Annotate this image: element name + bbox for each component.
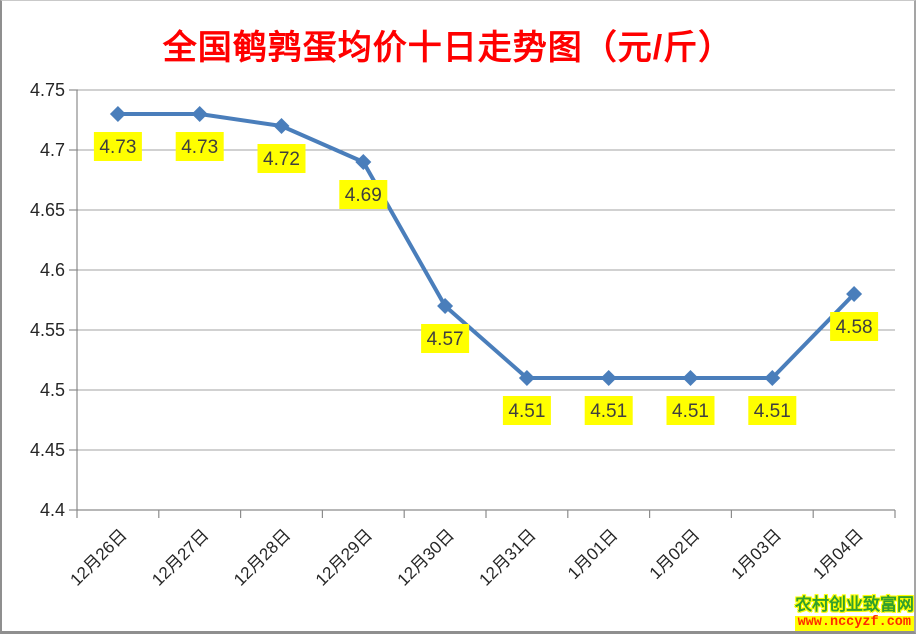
x-tick-label: 12月29日 xyxy=(312,525,376,589)
data-label: 4.51 xyxy=(508,401,545,422)
data-label-bg xyxy=(421,324,470,353)
data-point-marker xyxy=(273,118,290,134)
y-tick-label: 4.55 xyxy=(30,320,65,340)
x-tick-label: 1月01日 xyxy=(564,525,622,583)
price-line xyxy=(115,112,857,380)
data-label: 4.72 xyxy=(263,149,300,170)
data-point-marker xyxy=(518,370,535,386)
y-tick-label: 4.45 xyxy=(30,440,65,460)
data-point-marker xyxy=(600,370,617,386)
data-label-bg xyxy=(666,396,715,425)
data-point-marker xyxy=(109,106,126,122)
x-tick-label: 1月04日 xyxy=(809,525,867,583)
data-point-marker xyxy=(846,286,863,302)
x-tick-label: 12月28日 xyxy=(230,525,294,589)
data-label-bg xyxy=(339,180,388,209)
data-label-bg xyxy=(748,396,797,425)
data-label-bg xyxy=(502,396,551,425)
x-tick-label: 1月02日 xyxy=(646,525,704,583)
x-tick-label: 12月30日 xyxy=(394,525,458,589)
data-label: 4.73 xyxy=(181,137,218,158)
data-label-bg xyxy=(93,132,142,161)
x-tick-label: 12月26日 xyxy=(67,525,131,589)
x-tick-label: 12月27日 xyxy=(148,525,212,589)
data-point-marker xyxy=(437,298,454,314)
data-label: 4.51 xyxy=(590,401,627,422)
y-tick-label: 4.4 xyxy=(40,500,65,520)
data-label: 4.73 xyxy=(99,137,136,158)
chart-title: 全国鹌鹑蛋均价十日走势图（元/斤） xyxy=(162,29,734,67)
watermark-url: www.nccyzf.com xyxy=(794,616,914,631)
data-label: 4.51 xyxy=(754,401,791,422)
data-label: 4.69 xyxy=(345,185,382,206)
data-point-marker xyxy=(764,370,781,386)
data-label-bg xyxy=(584,396,633,425)
data-label: 4.58 xyxy=(836,317,873,338)
data-point-marker xyxy=(191,106,208,122)
y-tick-label: 4.65 xyxy=(30,200,65,220)
data-label: 4.57 xyxy=(427,329,464,350)
watermark: 农村创业致富网 www.nccyzf.com xyxy=(794,594,914,631)
y-tick-label: 4.75 xyxy=(30,80,65,100)
x-tick-label: 12月31日 xyxy=(476,525,540,589)
data-label-bg xyxy=(830,312,879,341)
data-point-marker xyxy=(682,370,699,386)
watermark-site-name: 农村创业致富网 xyxy=(795,594,914,614)
data-label-bg xyxy=(257,144,306,173)
x-tick-label: 1月03日 xyxy=(728,525,786,583)
y-tick-label: 4.5 xyxy=(40,380,65,400)
data-label-bg xyxy=(175,132,224,161)
y-tick-label: 4.7 xyxy=(40,140,65,160)
data-label: 4.51 xyxy=(672,401,709,422)
y-tick-label: 4.6 xyxy=(40,260,65,280)
data-point-marker xyxy=(355,154,372,170)
